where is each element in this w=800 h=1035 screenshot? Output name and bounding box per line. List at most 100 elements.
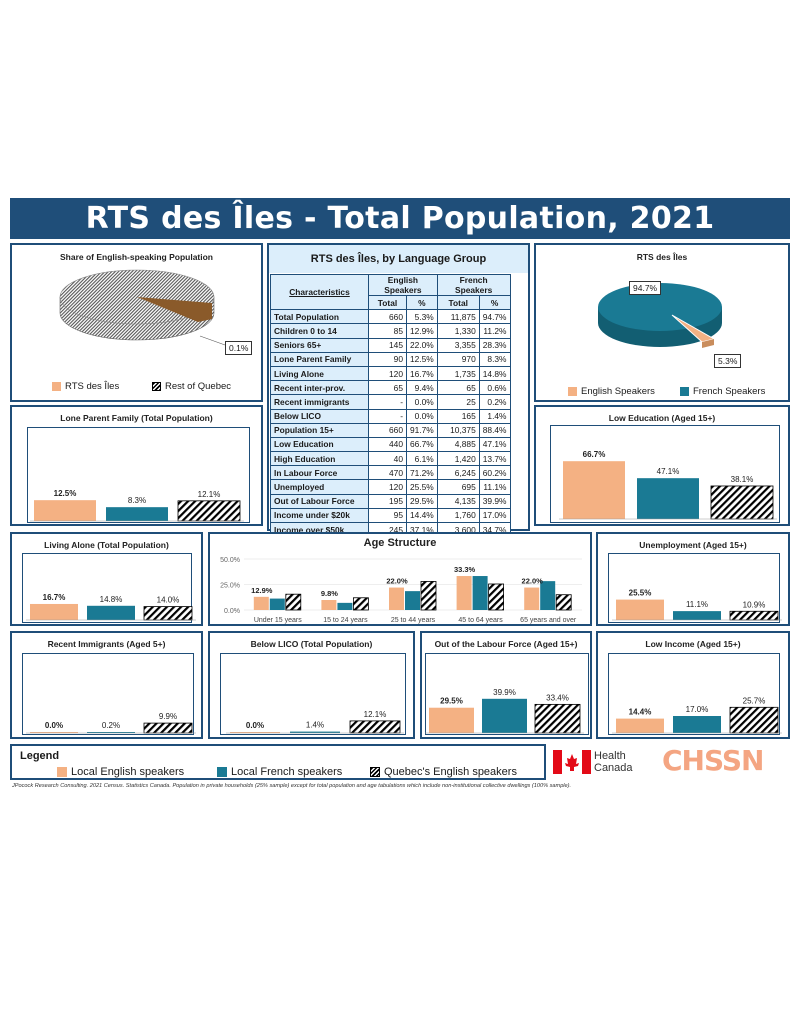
bar <box>177 500 241 522</box>
table-cell: 440 <box>368 436 407 453</box>
french-pie-label: 94.7% <box>629 281 662 295</box>
table-row: Unemployed 120 25.5% 695 11.1% <box>270 479 511 495</box>
data-label: 1.4% <box>306 721 324 730</box>
data-label: 14.4% <box>629 708 652 717</box>
x-tick-label: 25 to 44 years <box>391 617 436 624</box>
table-cell: 6.1% <box>406 451 438 467</box>
age-structure-chart: 0.0% 25.0% 50.0% 12.9% Under 15 years 9.8% 15 … <box>220 557 582 624</box>
language-group-table: Characteristics English Speakers French … <box>270 273 511 538</box>
share-pie-chart <box>59 269 226 346</box>
bar <box>269 598 285 610</box>
data-label: 25.7% <box>743 696 766 705</box>
header-french-speakers: French Speakers <box>436 274 511 296</box>
y-tick-label: 0.0% <box>224 608 240 615</box>
rts-pie-panel: RTS des Îles 94.7% 5.3% English Speakers… <box>534 243 790 402</box>
share-pie-panel: Share of English-speaking Population 0.1… <box>10 243 263 402</box>
bar <box>34 500 96 521</box>
chart-title: Low Education (Aged 15+) <box>608 413 716 423</box>
data-label: 10.9% <box>743 600 766 609</box>
legend-panel: Legend Local English speakers Local Fren… <box>10 744 546 780</box>
canada-flag-icon <box>553 750 591 774</box>
bar <box>637 478 699 519</box>
recent-immigrants-panel: Recent Immigrants (Aged 5+) 0.0% 0.2% 9.9% <box>10 631 203 739</box>
bar <box>253 596 269 610</box>
bar <box>143 722 193 734</box>
table-row: Income under $20k 95 14.4% 1,760 17.0% <box>270 507 511 524</box>
rts-pie-chart <box>598 283 722 348</box>
table-cell: 11.1% <box>478 479 511 495</box>
bar <box>87 605 135 620</box>
bar <box>106 507 168 521</box>
table-row: Out of Labour Force 195 29.5% 4,135 39.9% <box>270 493 511 509</box>
footnote: JPocock Research Consulting. 2021 Census… <box>12 783 572 789</box>
table-row: Below LICO -0.0% 165 1.4% <box>270 408 511 424</box>
rts-legend-label: French Speakers <box>693 386 766 397</box>
table-cell: 60.2% <box>478 465 511 481</box>
table-cell: 660 <box>368 422 407 438</box>
bar <box>230 732 280 733</box>
table-cell: 120 <box>368 365 407 382</box>
rts-legend-label: English Speakers <box>581 386 655 397</box>
row-label: Population 15+ <box>270 422 369 438</box>
row-label: Lone Parent Family <box>270 351 369 367</box>
row-label: Total Population <box>270 309 369 325</box>
health-canada-text: Canada <box>594 762 633 774</box>
table-cell: 0.2% <box>478 394 511 410</box>
bar <box>616 599 664 620</box>
legend-item-english: Local English speakers <box>57 766 184 778</box>
bar <box>710 485 774 520</box>
table-cell: 6,245 <box>436 465 480 481</box>
english-swatch <box>52 382 61 391</box>
share-legend-label: RTS des Îles <box>65 381 120 392</box>
data-label: 17.0% <box>686 705 709 714</box>
bar <box>87 732 135 733</box>
chssn-text: CHSSN <box>662 744 764 777</box>
row-label: Income under $20k <box>270 507 369 524</box>
row-label: Living Alone <box>270 365 369 382</box>
table-cell: 47.1% <box>478 436 511 453</box>
health-canada-logo: Health Canada <box>594 750 633 774</box>
table-row: Seniors 65+ 145 22.0% 3,355 28.3% <box>270 337 511 353</box>
row-label: Recent immigrants <box>270 394 369 410</box>
table-cell: 195 <box>368 493 407 509</box>
bar <box>555 594 572 611</box>
table-cell: 4,885 <box>436 436 480 453</box>
legend-item-label: Local English speakers <box>71 766 185 778</box>
table-cell: 0.0% <box>406 408 438 424</box>
share-pie-title: Share of English-speaking Population <box>59 252 214 262</box>
row-label: Children 0 to 14 <box>270 323 369 339</box>
data-label: 0.0% <box>45 721 63 730</box>
living-alone-chart: 16.7% 14.8% 14.0% <box>26 593 196 621</box>
bar <box>673 611 721 620</box>
table-cell: 14.4% <box>406 507 438 524</box>
table-row: Children 0 to 14 85 12.9% 1,330 11.2% <box>270 323 511 339</box>
recent-immigrants-chart: 0.0% 0.2% 9.9% <box>26 712 196 734</box>
legend-item-label: Local French speakers <box>231 766 343 778</box>
bar <box>30 732 78 733</box>
bar <box>405 591 420 610</box>
unemployment-chart: 25.5% 11.1% 10.9% <box>612 589 782 621</box>
table-row: Recent inter-prov. 65 9.4% 65 0.6% <box>270 380 511 396</box>
share-legend-rts: RTS des Îles <box>52 381 119 392</box>
table-cell: 66.7% <box>406 436 438 453</box>
lone-parent-panel: Lone Parent Family (Total Population) 12… <box>10 405 263 526</box>
table-cell: 970 <box>436 351 480 367</box>
table-cell: - <box>368 408 407 424</box>
lone-parent-chart: 12.5% 8.3% 12.1% <box>30 489 244 522</box>
data-label: 29.5% <box>440 697 463 706</box>
bar <box>540 581 556 610</box>
table-cell: 39.9% <box>478 493 511 509</box>
rts-slice <box>137 297 212 322</box>
data-label: 0.2% <box>102 721 120 730</box>
table-cell: 120 <box>368 479 407 495</box>
data-label: 9.9% <box>159 712 177 721</box>
header-total: Total <box>436 294 480 311</box>
table-cell: - <box>368 394 407 410</box>
language-group-table-panel: RTS des Îles, by Language Group Characte… <box>267 243 530 538</box>
table-cell: 17.0% <box>478 507 511 524</box>
below-lico-chart: 0.0% 1.4% 12.1% <box>226 710 404 734</box>
row-label: In Labour Force <box>270 465 369 481</box>
french-swatch <box>680 387 689 396</box>
data-label: 16.7% <box>43 593 66 602</box>
table-row: Population 15+ 660 91.7% 10,375 88.4% <box>270 422 511 438</box>
